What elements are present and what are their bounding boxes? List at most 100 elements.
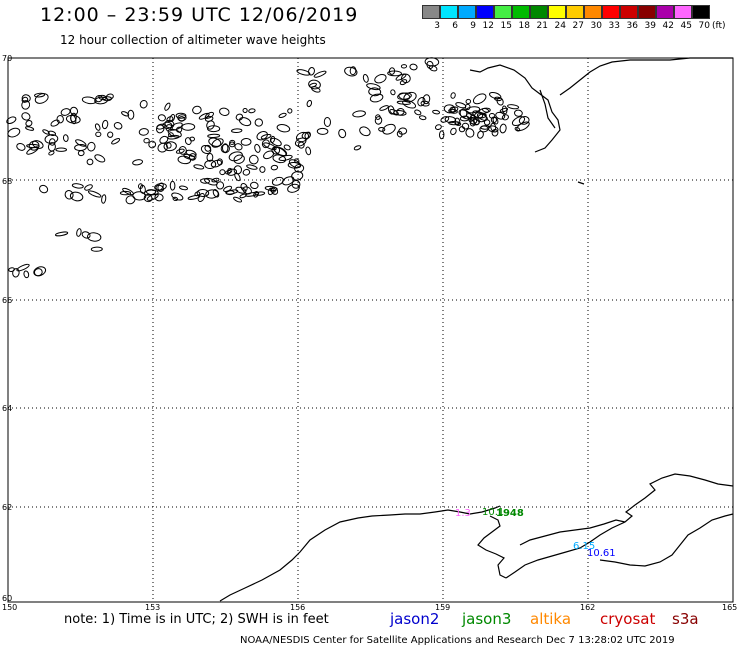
ice-floe <box>143 137 150 144</box>
ice-floe <box>395 73 407 81</box>
ice-floe <box>154 193 164 202</box>
ice-floe <box>459 115 470 122</box>
ice-floe <box>305 146 312 156</box>
ice-floe <box>178 185 189 191</box>
legend-s3a: s3a <box>672 610 699 628</box>
color-swatch <box>638 5 656 19</box>
ice-floe <box>291 171 304 181</box>
ice-floe <box>75 139 87 147</box>
ice-floe <box>490 116 498 124</box>
ice-floe <box>77 150 85 157</box>
ice-floe <box>54 231 69 237</box>
ice-floe <box>287 108 293 114</box>
color-swatch <box>692 5 710 19</box>
ice-floe <box>168 132 174 138</box>
color-scale-legend: 3 6 9 12 15 18 21 24 27 30 33 36 39 42 45 70 (ft) <box>422 5 740 45</box>
ice-floe <box>33 266 47 277</box>
legend-jason3: jason3 <box>462 610 512 628</box>
ice-floe <box>119 190 132 196</box>
ice-floe <box>65 114 81 124</box>
obs-label-green-a: 10.1 <box>482 507 504 518</box>
ice-floe <box>254 191 266 196</box>
ice-floe <box>94 154 106 163</box>
color-swatch <box>674 5 692 19</box>
ice-floe <box>205 189 219 199</box>
color-swatch <box>620 5 638 19</box>
ice-floe <box>246 164 258 170</box>
ice-floe <box>113 122 123 130</box>
ice-floe <box>84 184 93 191</box>
ice-floe <box>448 108 458 114</box>
ice-floe <box>458 126 466 133</box>
color-swatch <box>566 5 584 19</box>
ice-floe <box>491 128 499 137</box>
ice-floe <box>226 168 238 176</box>
ice-floe <box>461 122 470 130</box>
ice-floe <box>235 186 247 194</box>
ice-floe <box>26 143 40 149</box>
ice-floe <box>387 70 402 77</box>
ice-floe <box>223 185 233 193</box>
legend-jason2: jason2 <box>390 610 440 628</box>
ice-floe <box>47 130 56 136</box>
ice-floe <box>139 99 148 109</box>
ice-floe <box>271 176 284 186</box>
ice-floe <box>98 94 107 101</box>
ice-floe <box>501 114 509 121</box>
ice-floe <box>101 194 107 204</box>
ice-floe <box>148 140 157 149</box>
ice-floe <box>287 183 300 193</box>
ice-floe <box>8 267 15 272</box>
credit-line: NOAA/NESDIS Center for Satellite Applica… <box>240 635 675 646</box>
ice-floe <box>7 127 21 138</box>
color-scale-label: 42 <box>662 21 674 31</box>
ice-floe <box>107 131 114 138</box>
ice-floe <box>211 138 224 148</box>
ice-floe <box>400 64 408 69</box>
ice-floe <box>308 67 315 76</box>
ice-floe <box>50 119 60 127</box>
ice-floe <box>62 134 69 142</box>
color-swatch <box>584 5 602 19</box>
color-scale-label: 9 <box>470 21 476 31</box>
ice-floe <box>353 145 362 151</box>
ice-floe <box>25 120 33 127</box>
ice-floe <box>94 96 108 105</box>
ice-floe <box>233 196 243 203</box>
ice-floe <box>21 112 31 121</box>
graticule <box>8 58 733 602</box>
ice-floe <box>248 108 256 114</box>
ice-floe <box>233 154 245 164</box>
ice-floe <box>155 184 165 192</box>
obs-label-pink: 1.3 <box>455 508 471 519</box>
ice-floe <box>207 133 221 139</box>
ice-floe <box>132 191 147 201</box>
ice-floe <box>418 115 427 121</box>
ice-floe <box>48 138 56 146</box>
ice-floe <box>16 142 26 151</box>
ice-floe <box>206 120 215 130</box>
color-scale-label: 15 <box>500 21 512 31</box>
ice-floe <box>102 96 113 102</box>
ice-floe <box>422 94 431 105</box>
ice-floe <box>414 109 422 116</box>
ice-floe <box>378 126 386 132</box>
ice-floe <box>181 123 196 131</box>
ice-floe <box>178 116 185 122</box>
legend-cryosat: cryosat <box>600 610 656 628</box>
color-swatch <box>476 5 494 19</box>
ice-floe <box>313 70 327 78</box>
ice-floe <box>164 102 171 111</box>
ice-floe <box>111 138 121 145</box>
ice-floe <box>481 107 490 113</box>
lat-label: 70 <box>2 54 12 63</box>
ice-floe <box>157 142 168 153</box>
ice-floe <box>200 178 211 184</box>
ice-floe <box>269 135 276 144</box>
ice-floe <box>278 112 287 118</box>
ice-floe <box>379 105 389 111</box>
ice-floe <box>171 192 184 201</box>
alaska-coastline-north <box>469 57 733 185</box>
ice-floe <box>294 137 307 147</box>
ice-floe <box>156 124 165 134</box>
